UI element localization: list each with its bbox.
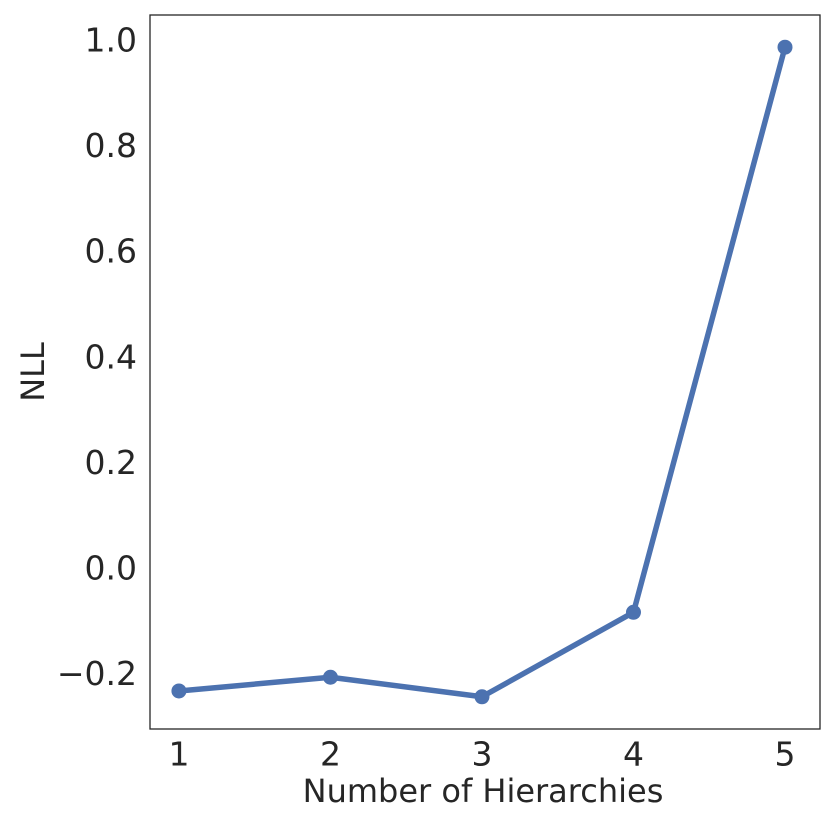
y-tick-label: 0.8 bbox=[85, 126, 137, 165]
x-tick-label: 4 bbox=[623, 735, 644, 774]
plot-frame bbox=[149, 14, 821, 730]
x-tick-label: 3 bbox=[471, 735, 492, 774]
y-tick-label: 1.0 bbox=[85, 20, 137, 59]
y-tick-label: 0.0 bbox=[85, 549, 137, 588]
x-tick-label: 5 bbox=[775, 735, 796, 774]
data-point bbox=[171, 683, 187, 699]
data-point bbox=[474, 689, 490, 705]
x-axis-label: Number of Hierarchies bbox=[303, 772, 664, 810]
data-line bbox=[178, 46, 788, 700]
y-tick-label: 0.6 bbox=[85, 232, 137, 271]
data-point bbox=[625, 604, 641, 620]
x-tick-label: 1 bbox=[168, 735, 189, 774]
data-point bbox=[322, 669, 338, 685]
data-point bbox=[777, 39, 793, 55]
y-tick-label: 0.4 bbox=[85, 337, 137, 376]
y-axis-label: NLL bbox=[14, 342, 52, 402]
x-tick-label: 2 bbox=[320, 735, 341, 774]
y-tick-label: 0.2 bbox=[85, 443, 137, 482]
y-tick-label: −0.2 bbox=[57, 654, 137, 693]
